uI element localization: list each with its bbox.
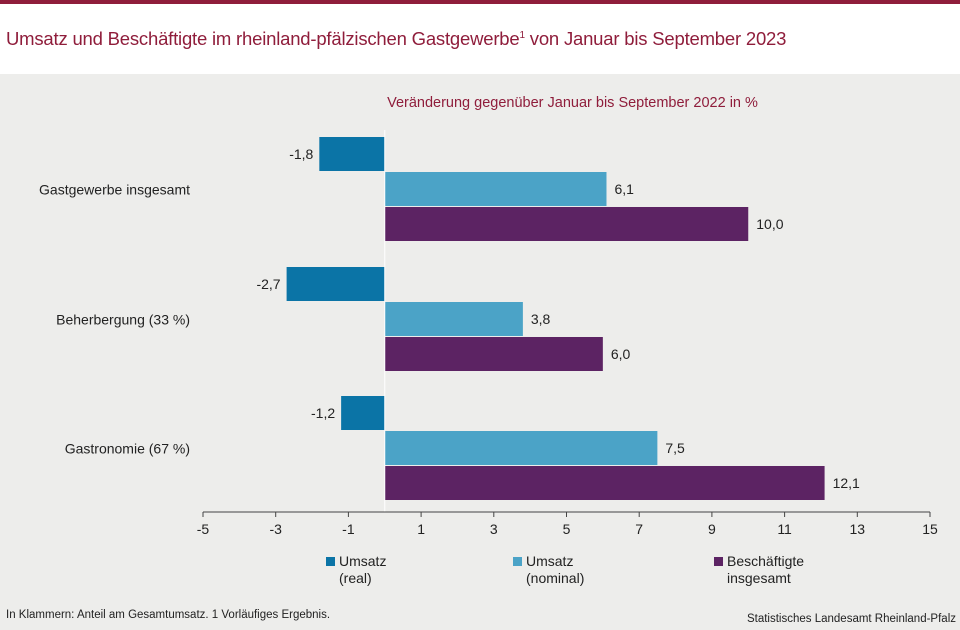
data-label: 6,0 [611, 346, 631, 362]
chart-title-footnote-mark: 1 [519, 30, 525, 41]
data-label: -1,8 [289, 146, 313, 162]
legend-label-line2: (real) [339, 570, 372, 586]
legend-swatch-umsatz-nominal [513, 557, 522, 566]
x-tick-label: -1 [342, 521, 355, 537]
legend-label-umsatz-nominal: Umsatz (nominal) [526, 553, 656, 587]
category-label: Beherbergung (33 %) [56, 312, 190, 328]
data-label: 7,5 [665, 440, 685, 456]
x-tick-label: 5 [563, 521, 571, 537]
legend-label-line1: Umsatz [339, 553, 387, 569]
legend-label-line2: (nominal) [526, 570, 585, 586]
bar [384, 337, 603, 371]
data-label: 3,8 [531, 311, 551, 327]
bar [341, 396, 385, 430]
data-label: 12,1 [833, 475, 860, 491]
category-label: Gastronomie (67 %) [65, 441, 190, 457]
x-tick-label: 7 [635, 521, 643, 537]
top-accent-bar [0, 0, 960, 4]
category-label: Gastgewerbe insgesamt [39, 182, 190, 198]
chart-title-suffix: von Januar bis September 2023 [524, 28, 787, 49]
bar [384, 466, 825, 500]
bar [384, 302, 523, 336]
bar [286, 267, 385, 301]
legend-label-line2: insgesamt [727, 570, 791, 586]
bar [384, 431, 658, 465]
data-label: 6,1 [614, 181, 634, 197]
source-credit: Statistisches Landesamt Rheinland-Pfalz [746, 613, 956, 625]
bar [384, 207, 749, 241]
bar [384, 172, 607, 206]
chart-title-main: Umsatz und Beschäftigte im rheinland-pfä… [6, 28, 520, 49]
footnote: In Klammern: Anteil am Gesamtumsatz. 1 V… [6, 609, 331, 621]
legend-swatch-beschaeftigte [714, 557, 723, 566]
x-tick-label: 3 [490, 521, 498, 537]
x-tick-label: 11 [777, 521, 792, 537]
legend-label-line1: Beschäftigte [727, 553, 805, 569]
legend-label-umsatz-real: Umsatz (real) [339, 553, 469, 587]
legend-label-line1: Umsatz [526, 553, 574, 569]
chart-title: Umsatz und Beschäftigte im rheinland-pfä… [6, 28, 786, 50]
x-tick-label: 15 [922, 521, 938, 537]
chart-subtitle: Veränderung gegenüber Januar bis Septemb… [387, 95, 758, 111]
legend-swatch-umsatz-real [326, 557, 335, 566]
data-label: -2,7 [256, 276, 280, 292]
x-tick-label: 1 [417, 521, 425, 537]
x-tick-label: -5 [197, 521, 210, 537]
x-tick-label: 9 [708, 521, 716, 537]
bar [319, 137, 385, 171]
title-area: Umsatz und Beschäftigte im rheinland-pfä… [0, 4, 960, 74]
x-tick-label: 13 [850, 521, 866, 537]
legend-label-beschaeftigte: Beschäftigte insgesamt [727, 553, 857, 587]
data-label: 10,0 [756, 216, 783, 232]
x-tick-label: -3 [269, 521, 282, 537]
data-label: -1,2 [311, 405, 335, 421]
